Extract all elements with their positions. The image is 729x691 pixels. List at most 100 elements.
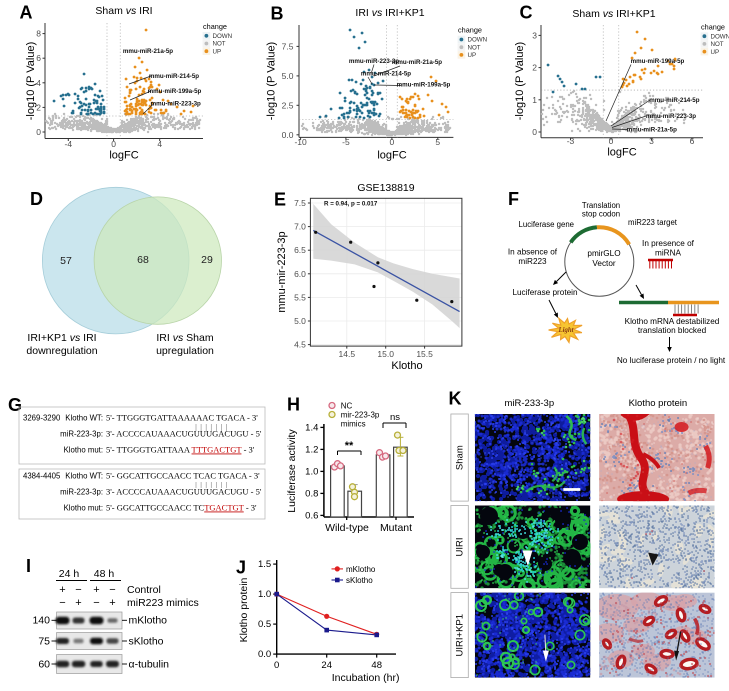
- svg-text:15.0: 15.0: [377, 349, 394, 359]
- svg-text:H: H: [287, 395, 300, 415]
- svg-text:miR223 mimics: miR223 mimics: [127, 597, 199, 609]
- svg-text:6.5: 6.5: [294, 245, 306, 255]
- svg-text:mmu-miR-214-5p: mmu-miR-214-5p: [361, 71, 411, 78]
- svg-text:2: 2: [532, 63, 537, 73]
- svg-text:logFC: logFC: [607, 147, 636, 159]
- svg-text:-log10 (P Value): -log10 (P Value): [266, 42, 278, 120]
- svg-text:Klotho mRNA destabilized: Klotho mRNA destabilized: [625, 317, 720, 326]
- svg-text:J: J: [236, 558, 246, 578]
- svg-text:ns: ns: [390, 412, 400, 423]
- svg-text:0.0: 0.0: [258, 649, 271, 660]
- svg-text:5.0: 5.0: [282, 71, 294, 81]
- svg-text:24 h: 24 h: [59, 568, 80, 580]
- svg-text:NOT: NOT: [468, 44, 481, 51]
- svg-text:UIRI+KP1: UIRI+KP1: [455, 614, 466, 657]
- svg-text:Klotho protein: Klotho protein: [629, 398, 688, 409]
- svg-text:Incubation (hr): Incubation (hr): [332, 672, 400, 684]
- svg-text:DOWN: DOWN: [468, 37, 488, 44]
- svg-text:NOT: NOT: [711, 41, 724, 48]
- svg-text:change: change: [458, 26, 482, 35]
- svg-text:Translation: Translation: [582, 201, 620, 210]
- svg-text:mmu-miR-223-3p: mmu-miR-223-3p: [349, 58, 399, 65]
- svg-text:No luciferase protein / no lig: No luciferase protein / no light: [617, 356, 726, 365]
- svg-text:0: 0: [532, 127, 537, 137]
- svg-text:4.5: 4.5: [294, 340, 306, 350]
- svg-text:miR-223-3p:: miR-223-3p:: [60, 430, 103, 439]
- svg-text:4: 4: [157, 139, 162, 149]
- svg-text:**: **: [345, 440, 354, 452]
- svg-text:sKlotho: sKlotho: [346, 576, 373, 585]
- svg-text:mmu-miR-223-3p: mmu-miR-223-3p: [151, 101, 201, 108]
- svg-text:1.5: 1.5: [258, 559, 271, 570]
- svg-text:0.0: 0.0: [282, 130, 294, 140]
- svg-text:1: 1: [532, 95, 537, 105]
- svg-text:DOWN: DOWN: [213, 33, 233, 40]
- svg-text:IRI vs Sham: IRI vs Sham: [156, 332, 213, 344]
- svg-text:I: I: [26, 556, 31, 576]
- svg-text:3'- ACCCCAUAAACUGUUUGACUGU - 5: 3'- ACCCCAUAAACUGUUUGACUGU - 5': [106, 429, 262, 439]
- svg-text:−: −: [93, 597, 99, 609]
- svg-text:mmu-miR-199a-5p: mmu-miR-199a-5p: [148, 88, 202, 95]
- svg-text:miRNA: miRNA: [655, 249, 681, 258]
- svg-text:1.0: 1.0: [258, 589, 271, 600]
- svg-text:6: 6: [36, 53, 41, 63]
- svg-text:1.4: 1.4: [305, 422, 318, 433]
- svg-text:UP: UP: [711, 49, 720, 56]
- svg-text:-log10 (P Value): -log10 (P Value): [514, 42, 526, 120]
- svg-text:miR-233-3p: miR-233-3p: [504, 398, 554, 409]
- svg-text:In presence of: In presence of: [642, 239, 695, 248]
- svg-text:140: 140: [32, 615, 50, 627]
- svg-text:IRI+KP1 vs IRI: IRI+KP1 vs IRI: [27, 332, 96, 344]
- svg-text:mmu-miR-21a-5p: mmu-miR-21a-5p: [123, 48, 173, 55]
- svg-text:48 h: 48 h: [94, 568, 115, 580]
- svg-text:3269-3290: 3269-3290: [23, 414, 61, 423]
- svg-text:+: +: [109, 597, 115, 609]
- svg-text:0.8: 0.8: [305, 488, 318, 499]
- svg-text:mKlotho: mKlotho: [346, 565, 376, 574]
- svg-text:57: 57: [60, 255, 72, 267]
- svg-text:α-tubulin: α-tubulin: [129, 658, 170, 670]
- svg-text:change: change: [203, 22, 227, 31]
- svg-text:-3: -3: [567, 136, 575, 146]
- svg-text:miR-223-3p:: miR-223-3p:: [60, 488, 103, 497]
- svg-text:8: 8: [36, 29, 41, 39]
- svg-text:A: A: [20, 3, 33, 23]
- svg-text:mmu-miR-199a-5p: mmu-miR-199a-5p: [631, 58, 685, 65]
- svg-text:60: 60: [38, 658, 50, 670]
- svg-text:Sham: Sham: [455, 445, 466, 470]
- svg-text:translation blocked: translation blocked: [638, 326, 707, 335]
- svg-text:2: 2: [36, 102, 41, 112]
- svg-text:-5: -5: [342, 137, 350, 147]
- svg-text:29: 29: [201, 254, 213, 266]
- svg-text:Klotho: Klotho: [391, 360, 422, 372]
- svg-text:5'- TTGGGTGATTAAAAAAC TGACA -: 5'- TTGGGTGATTAAAAAAC TGACA - 3': [106, 413, 258, 423]
- svg-text:G: G: [8, 395, 22, 415]
- svg-text:E: E: [274, 190, 286, 210]
- svg-text:Wild-type: Wild-type: [325, 522, 369, 534]
- svg-text:3'- ACCCCAUAAACUGUUUGACUGU - 5: 3'- ACCCCAUAAACUGUUUGACUGU - 5': [106, 487, 262, 497]
- svg-text:0.5: 0.5: [258, 619, 271, 630]
- svg-text:0: 0: [274, 660, 279, 671]
- svg-text:NOT: NOT: [213, 41, 226, 48]
- svg-text:mmu-miR-223-3p: mmu-miR-223-3p: [646, 113, 696, 120]
- svg-text:Klotho protein: Klotho protein: [238, 577, 250, 642]
- svg-text:7.5: 7.5: [282, 41, 294, 51]
- svg-text:In absence of: In absence of: [508, 248, 558, 257]
- svg-text:Klotho mut:: Klotho mut:: [64, 446, 103, 455]
- svg-text:68: 68: [137, 254, 149, 266]
- svg-text:−: −: [75, 584, 81, 596]
- svg-text:Sham vs IRI+KP1: Sham vs IRI+KP1: [572, 8, 655, 20]
- svg-text:B: B: [271, 4, 284, 24]
- svg-text:48: 48: [371, 660, 382, 671]
- svg-text:miR223: miR223: [518, 257, 547, 266]
- svg-text:-4: -4: [65, 139, 73, 149]
- svg-text:Luciferase activity: Luciferase activity: [286, 429, 298, 513]
- svg-text:5'- TTGGGTGATTAAA TTTGACTGT -: 5'- TTGGGTGATTAAA TTTGACTGT - 3': [106, 445, 255, 455]
- svg-text:3: 3: [649, 136, 654, 146]
- svg-text:Mutant: Mutant: [380, 522, 412, 534]
- svg-text:stop codon: stop codon: [582, 210, 620, 219]
- svg-text:logFC: logFC: [109, 149, 138, 161]
- svg-text:DOWN: DOWN: [711, 33, 729, 40]
- svg-text:UP: UP: [213, 48, 222, 55]
- svg-text:downregulation: downregulation: [26, 345, 97, 357]
